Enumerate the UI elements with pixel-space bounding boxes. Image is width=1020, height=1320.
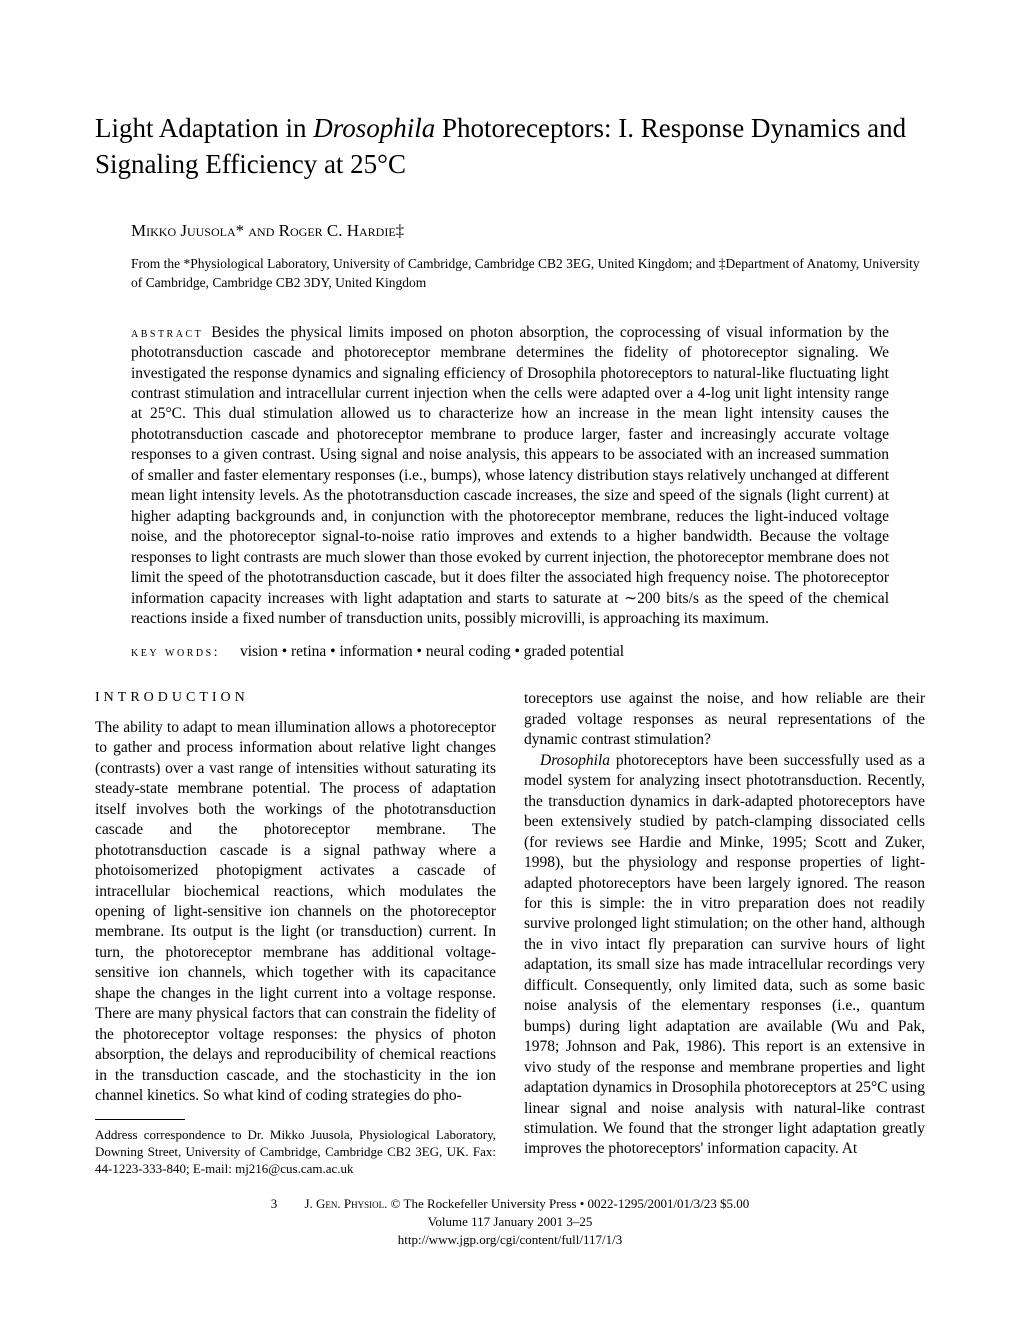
right-column: toreceptors use against the noise, and h… — [524, 689, 925, 1177]
intro-paragraph-2: Drosophila photoreceptors have been succ… — [524, 751, 925, 1160]
body-columns: INTRODUCTION The ability to adapt to mea… — [95, 689, 925, 1177]
intro-paragraph-1: The ability to adapt to mean illuminatio… — [95, 718, 496, 1107]
species-name: Drosophila — [540, 752, 610, 769]
footnote-rule — [95, 1119, 185, 1120]
keywords-line: key words: vision • retina • information… — [95, 643, 925, 661]
abstract-block: abstractBesides the physical limits impo… — [95, 323, 925, 630]
affiliation-line: From the *Physiological Laboratory, Univ… — [95, 255, 925, 293]
authors-line: Mikko Juusola* and Roger C. Hardie‡ — [95, 221, 925, 241]
abstract-text: Besides the physical limits imposed on p… — [131, 324, 889, 627]
article-title: Light Adaptation in Drosophila Photorece… — [95, 110, 925, 183]
page-footer: 3 J. Gen. Physiol. © The Rockefeller Uni… — [95, 1195, 925, 1250]
page-number: 3 — [271, 1195, 278, 1213]
journal-page: Light Adaptation in Drosophila Photorece… — [0, 0, 1020, 1300]
intro-continuation: toreceptors use against the noise, and h… — [524, 689, 925, 750]
abstract-label: abstract — [131, 326, 203, 341]
journal-citation: J. Gen. Physiol. © The Rockefeller Unive… — [304, 1196, 749, 1211]
title-species: Drosophila — [313, 113, 435, 143]
introduction-heading: INTRODUCTION — [95, 689, 496, 707]
journal-name: J. Gen. Physiol. — [304, 1196, 387, 1211]
keywords-text: vision • retina • information • neural c… — [240, 643, 624, 660]
article-url: http://www.jgp.org/cgi/content/full/117/… — [398, 1232, 622, 1247]
keywords-label: key words: — [131, 645, 220, 660]
left-column: INTRODUCTION The ability to adapt to mea… — [95, 689, 496, 1177]
title-prefix: Light Adaptation in — [95, 113, 313, 143]
volume-info: Volume 117 January 2001 3–25 — [428, 1214, 593, 1229]
correspondence-footnote: Address correspondence to Dr. Mikko Juus… — [95, 1126, 496, 1177]
intro-paragraph-2-text: photoreceptors have been successfully us… — [524, 752, 925, 1158]
